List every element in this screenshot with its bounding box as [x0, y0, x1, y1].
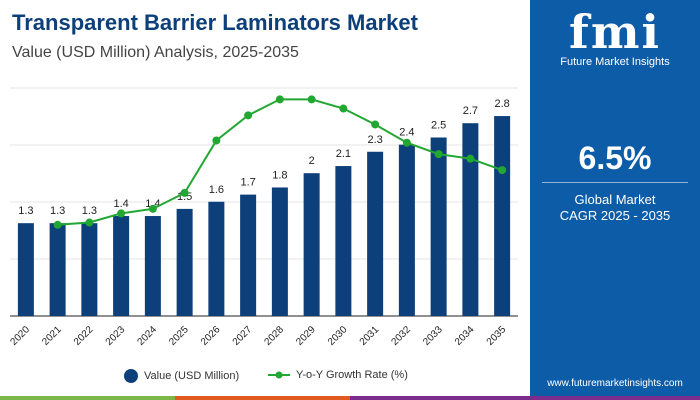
bar — [144, 216, 161, 316]
bar-label: 2.8 — [494, 98, 509, 110]
x-tick-label: 2020 — [8, 324, 32, 348]
growth-point — [53, 220, 62, 229]
x-tick-label: 2030 — [326, 324, 350, 348]
logo-subtitle: Future Market Insights — [560, 56, 670, 68]
growth-point — [180, 188, 189, 197]
fmi-logo: fmi Future Market Insights — [530, 6, 700, 68]
x-tick-label: 2035 — [485, 324, 509, 348]
legend-label: Y-o-Y Growth Rate (%) — [296, 369, 408, 381]
growth-point — [466, 154, 475, 163]
logo-mark: fmi — [569, 5, 661, 59]
stripe-orange — [175, 396, 350, 400]
growth-point — [244, 111, 253, 120]
side-panel: fmi Future Market Insights 6.5% Global M… — [530, 0, 700, 396]
x-tick-label: 2025 — [167, 324, 191, 348]
legend-item-growth: Y-o-Y Growth Rate (%) — [268, 369, 408, 381]
growth-point — [434, 150, 443, 159]
legend-line-swatch — [268, 371, 290, 379]
bar — [176, 208, 193, 316]
bar-label: 1.7 — [240, 177, 255, 189]
bar-label: 1.3 — [18, 205, 33, 217]
bar — [430, 137, 447, 316]
growth-point — [339, 104, 348, 113]
bar-label: 2.1 — [336, 148, 351, 160]
bar — [398, 144, 415, 316]
bar — [113, 216, 130, 316]
legend-label: Value (USD Million) — [144, 370, 240, 382]
x-tick-label: 2029 — [294, 324, 318, 348]
bar — [81, 223, 98, 316]
bar-label: 1.3 — [50, 205, 65, 217]
growth-point — [275, 95, 284, 104]
growth-point — [85, 218, 94, 227]
chart-subtitle: Value (USD Million) Analysis, 2025-2035 — [12, 44, 299, 61]
x-tick-label: 2028 — [262, 324, 286, 348]
cagr-label: Global Market — [574, 192, 656, 207]
x-tick-label: 2026 — [199, 324, 223, 348]
x-tick-label: 2027 — [231, 324, 255, 348]
x-tick-label: 2034 — [453, 324, 477, 348]
bar-label: 1.4 — [113, 198, 128, 210]
bar-label: 2.5 — [431, 119, 446, 131]
bar — [494, 116, 511, 316]
bar-label: 1.8 — [272, 169, 287, 181]
stripe-purple — [350, 396, 700, 400]
bar-label: 2.4 — [399, 127, 414, 139]
cagr-period: CAGR 2025 - 2035 — [559, 208, 671, 223]
growth-point — [402, 138, 411, 147]
x-tick-label: 2033 — [421, 324, 445, 348]
website-link[interactable]: www.futuremarketinsights.com — [547, 378, 683, 389]
bar — [462, 123, 479, 316]
bar-label: 2.7 — [463, 105, 478, 117]
x-tick-label: 2021 — [40, 324, 64, 348]
legend-item-value: Value (USD Million) — [124, 369, 239, 383]
divider — [542, 182, 688, 183]
bar — [367, 151, 384, 316]
chart-title: Transparent Barrier Laminators Market — [12, 10, 418, 35]
growth-point — [307, 95, 316, 104]
bar — [335, 166, 352, 316]
bar — [271, 187, 288, 316]
chart: 1.320201.320211.320221.420231.420241.520… — [8, 87, 518, 348]
growth-point — [498, 166, 507, 175]
bar — [17, 223, 34, 316]
growth-point — [212, 136, 221, 145]
x-tick-label: 2024 — [135, 324, 159, 348]
bar-label: 1.6 — [209, 184, 224, 196]
growth-point — [371, 120, 380, 129]
bar-label: 1.3 — [82, 205, 97, 217]
bar-label: 2.3 — [367, 134, 382, 146]
bar — [49, 223, 66, 316]
growth-point — [117, 209, 126, 218]
bar-label: 2 — [309, 155, 315, 167]
bar — [240, 194, 257, 316]
x-tick-label: 2031 — [358, 324, 382, 348]
legend-bar-swatch — [124, 369, 138, 383]
growth-point — [148, 204, 157, 213]
x-tick-label: 2032 — [389, 324, 413, 348]
stripe-green — [0, 396, 175, 400]
cagr-value: 6.5% — [578, 140, 652, 176]
x-tick-label: 2023 — [104, 324, 128, 348]
bar — [303, 173, 320, 316]
bar — [208, 201, 225, 316]
x-tick-label: 2022 — [72, 324, 96, 348]
